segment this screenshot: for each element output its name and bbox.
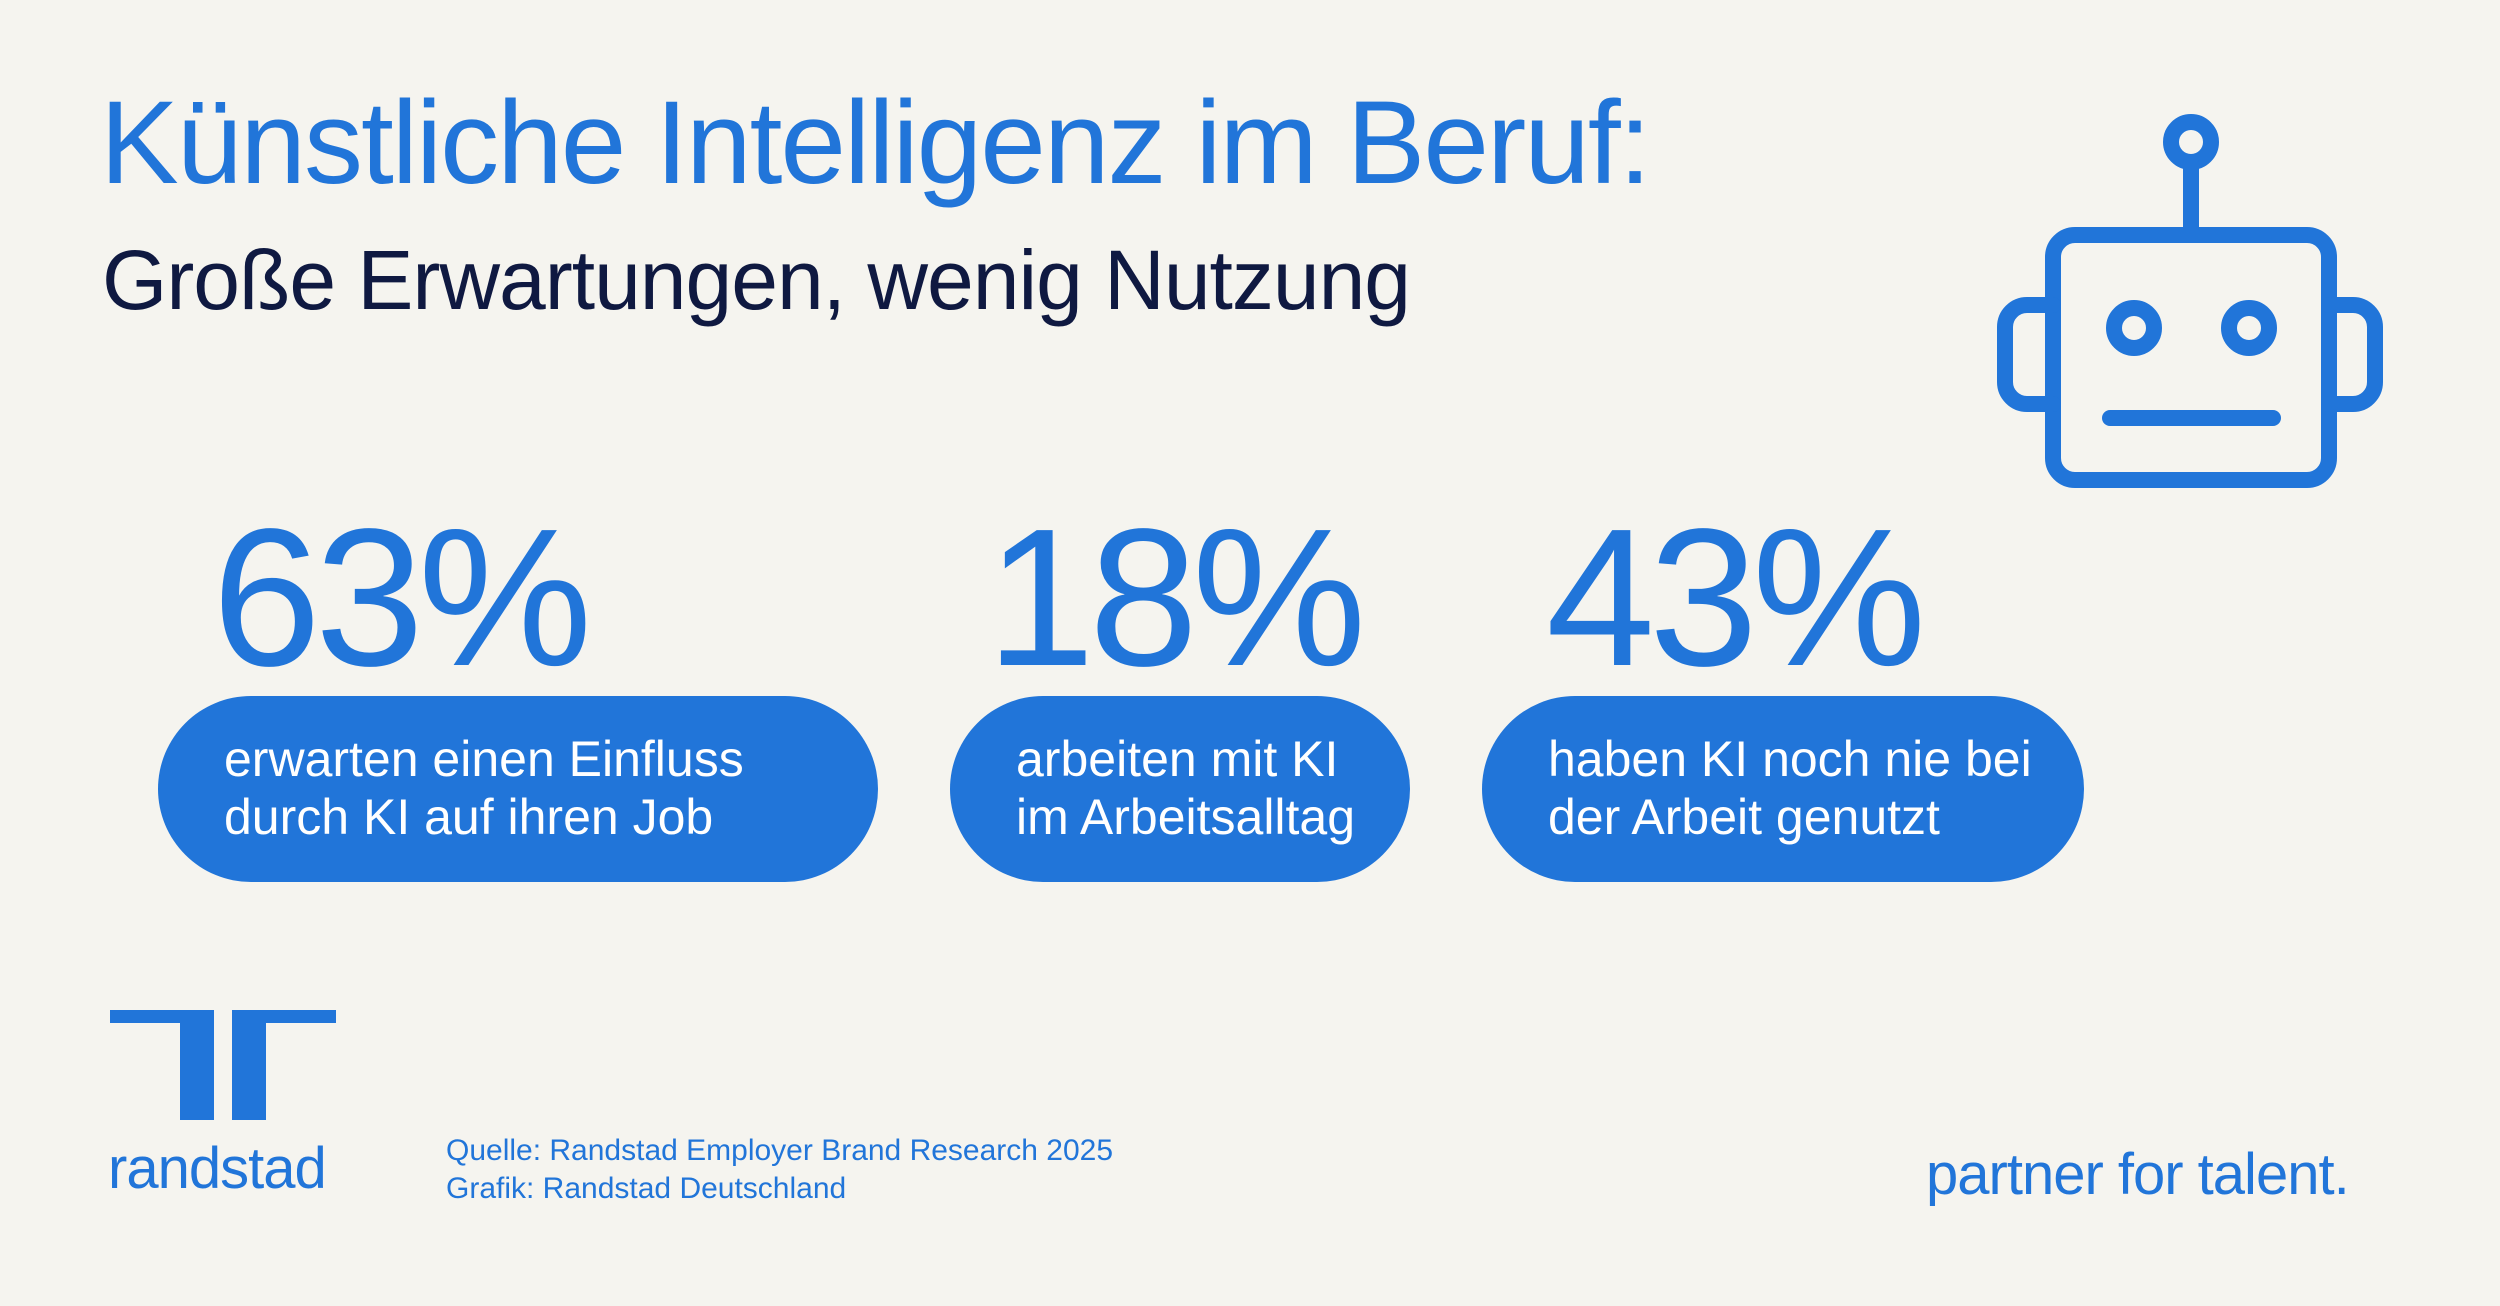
stat-value-2: 18% [986,488,1366,707]
stat-value-3: 43% [1546,488,1926,707]
page-subtitle: Große Erwartungen, wenig Nutzung [102,233,1411,327]
tagline: partner for talent. [1926,1142,2350,1207]
stat-value-1: 63% [212,488,592,707]
stat-label-3-line2: der Arbeit genutzt [1548,789,1940,845]
stat-label-2-line1: arbeiten mit KI [1016,731,1339,787]
stat-label-2-line2: im Arbeitsalltag [1016,789,1356,845]
robot-icon [1997,114,2383,488]
stat-label-3-line1: haben KI noch nie bei [1548,731,2032,787]
source-note: Quelle: Randstad Employer Brand Research… [446,1132,1113,1208]
graphic-credit-line: Grafik: Randstad Deutschland [446,1172,847,1205]
source-line: Quelle: Randstad Employer Brand Research… [446,1134,1114,1167]
randstad-logo-text: randstad [108,1136,327,1201]
stat-label-1-line2: durch KI auf ihren Job [224,789,714,845]
stat-label-1-line1: erwarten einen Einfluss [224,731,744,787]
page-title: Künstliche Intelligenz im Beruf: [100,77,1651,209]
stat-pill-3: haben KI noch nie bei der Arbeit genutzt [1482,696,2084,882]
stat-pill-2: arbeiten mit KI im Arbeitsalltag [950,696,1410,882]
randstad-logo-mark [110,1010,336,1120]
stat-pill-1: erwarten einen Einfluss durch KI auf ihr… [158,696,878,882]
